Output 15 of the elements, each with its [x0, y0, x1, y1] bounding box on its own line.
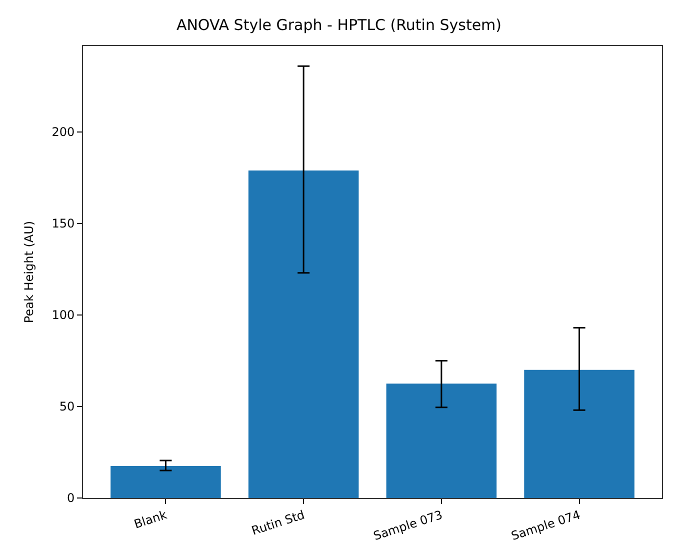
y-tick-label: 50 — [59, 400, 75, 414]
x-tick-label: Blank — [132, 508, 169, 532]
bar — [110, 466, 221, 498]
bar — [386, 384, 497, 498]
chart-title: ANOVA Style Graph - HPTLC (Rutin System) — [176, 16, 502, 34]
y-axis-title: Peak Height (AU) — [22, 220, 36, 324]
x-tick-label: Sample 073 — [372, 508, 444, 544]
bar — [248, 170, 359, 498]
bar — [524, 370, 634, 498]
y-tick-label: 200 — [52, 125, 75, 140]
x-tick-label: Sample 074 — [510, 508, 582, 544]
y-tick-label: 100 — [52, 308, 75, 322]
y-tick-label: 0 — [66, 491, 75, 506]
x-tick-label: Rutin Std — [250, 508, 306, 538]
y-tick-label: 150 — [52, 216, 75, 231]
